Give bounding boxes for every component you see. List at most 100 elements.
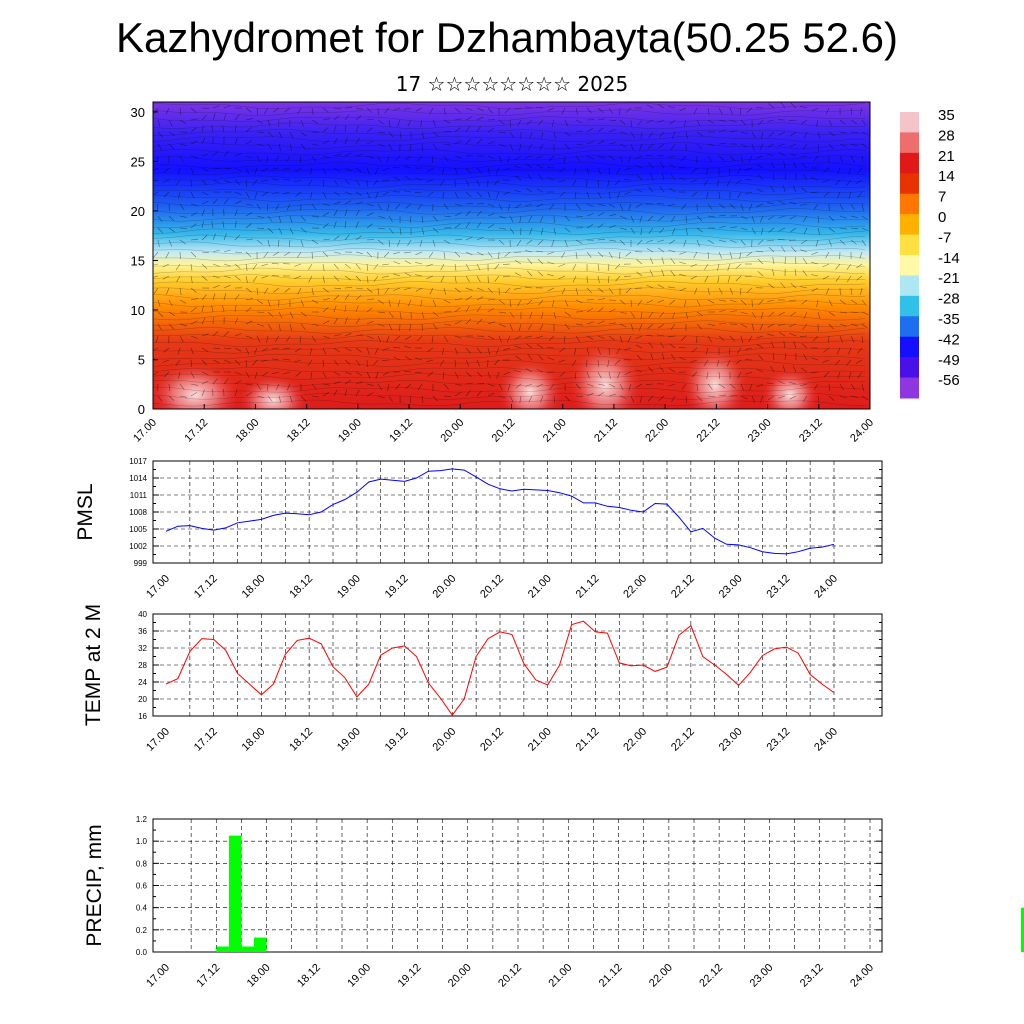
wind-vector: [190, 298, 198, 301]
wind-vector: [223, 198, 229, 205]
x-tick-label: 22.00: [647, 962, 675, 990]
wind-vector: [443, 323, 451, 326]
wind-vector: [443, 119, 451, 124]
wind-vector: [679, 177, 687, 181]
wind-vector: [333, 334, 341, 337]
wind-vector: [729, 203, 736, 209]
wind-vector: [748, 335, 753, 343]
wind-vector: [333, 153, 341, 157]
wind-vector: [261, 263, 269, 267]
wind-vector: [344, 317, 348, 325]
wind-vector: [503, 191, 511, 195]
wind-vector: [322, 223, 329, 229]
x-tick-label: 24.00: [812, 573, 840, 601]
wind-vector: [817, 143, 819, 152]
wind-vector: [264, 287, 269, 295]
wind-vector: [289, 215, 293, 223]
wind-vector: [262, 191, 269, 197]
wind-vector: [597, 392, 605, 397]
wind-vector: [344, 275, 351, 281]
wind-vector: [860, 287, 863, 295]
wind-vector: [153, 179, 159, 182]
x-tick-label: 20.00: [430, 573, 458, 601]
wind-vector: [178, 371, 181, 379]
wind-vector: [839, 335, 843, 343]
wind-vector: [861, 239, 867, 247]
wind-vector: [179, 239, 186, 245]
wind-vector: [778, 323, 786, 326]
wind-vector: [454, 239, 463, 241]
wind-vector: [635, 344, 643, 349]
wind-vector: [575, 143, 583, 146]
wind-vector: [366, 307, 373, 313]
wind-vector: [745, 167, 753, 171]
x-tick-label: 19.00: [335, 573, 363, 601]
wind-vector: [767, 119, 775, 122]
wind-vector: [190, 191, 195, 199]
wind-vector: [278, 395, 282, 403]
wind-vector: [564, 215, 571, 222]
wind-vector: [322, 140, 330, 145]
wind-vector: [861, 311, 869, 316]
wind-vector: [608, 142, 616, 145]
wind-vector: [630, 395, 635, 403]
wind-vector: [157, 227, 164, 234]
wind-vector: [256, 107, 258, 116]
wind-vector: [393, 261, 401, 265]
wind-vector: [404, 272, 412, 277]
wind-vector: [518, 323, 522, 331]
wind-vector: [597, 307, 604, 313]
wind-vector: [168, 215, 175, 222]
wind-vector: [443, 287, 446, 295]
wind-vector: [541, 311, 544, 319]
wind-vector: [509, 131, 515, 138]
x-tick-label: 18.00: [245, 962, 273, 990]
wind-vector: [768, 103, 775, 109]
wind-vector: [540, 395, 544, 403]
wind-vector: [465, 263, 470, 271]
wind-vector: [487, 347, 491, 355]
wind-vector: [760, 227, 764, 235]
wind-vector: [156, 383, 159, 392]
wind-vector: [176, 275, 181, 283]
isoline: [153, 314, 866, 321]
wind-vector: [465, 179, 470, 187]
wind-vector: [718, 287, 723, 295]
wind-vector: [740, 323, 748, 328]
wind-vector: [558, 179, 566, 183]
isoline: [153, 122, 866, 130]
colorbar-swatch: [900, 173, 919, 195]
wind-vector: [388, 215, 393, 223]
wind-vector: [252, 359, 258, 366]
wind-vector: [757, 258, 764, 265]
wind-vector: [850, 299, 858, 304]
wind-vector: [245, 107, 252, 113]
wind-vector: [691, 167, 698, 173]
isoline: [153, 379, 865, 387]
wind-vector: [404, 355, 412, 361]
wind-vector: [454, 287, 461, 293]
wind-vector: [275, 155, 280, 163]
wind-vector: [514, 107, 522, 110]
wind-vector: [828, 143, 835, 150]
wind-vector: [789, 332, 797, 337]
wind-vector: [679, 261, 687, 265]
wind-vector: [575, 335, 581, 342]
wind-vector: [212, 233, 216, 241]
wind-vector: [333, 294, 340, 301]
wind-vector: [245, 179, 247, 188]
wind-vector: [636, 259, 643, 265]
wind-vector: [558, 275, 566, 280]
wind-vector: [393, 273, 401, 277]
wind-vector: [778, 152, 786, 157]
wind-vector: [443, 143, 451, 146]
wind-vector: [454, 191, 459, 199]
wind-vector: [454, 223, 461, 229]
wind-vector: [597, 263, 600, 271]
wind-vector: [586, 335, 594, 340]
wind-vector: [861, 227, 869, 232]
wind-vector: [211, 305, 214, 313]
wind-vector: [388, 131, 394, 138]
wind-vector: [300, 311, 307, 317]
